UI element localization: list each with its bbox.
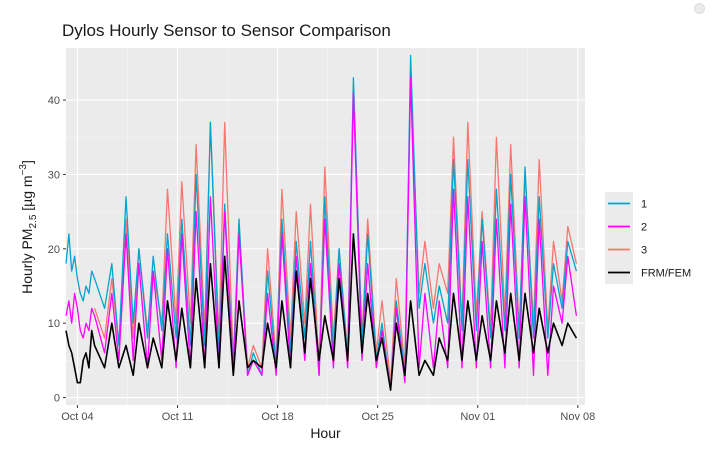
corner-circle-icon xyxy=(694,3,705,14)
legend-label: 3 xyxy=(641,245,647,257)
y-tick-label: 30 xyxy=(48,169,60,181)
y-axis-title-close: ] xyxy=(19,160,35,164)
series-layer xyxy=(65,54,578,391)
legend-label: 2 xyxy=(641,222,647,234)
y-tick-label: 40 xyxy=(48,95,60,107)
legend-key-background xyxy=(605,192,633,284)
x-tick-label: Oct 04 xyxy=(61,411,93,423)
x-tick-label: Oct 11 xyxy=(162,411,194,423)
y-tick-label: 10 xyxy=(48,318,60,330)
y-axis-title-unit: [µg m xyxy=(19,175,35,214)
series-line-2 xyxy=(65,54,578,391)
y-axis-title-subscript: 2.5 xyxy=(28,214,39,228)
series-line-4 xyxy=(65,233,578,391)
x-tick-label: Nov 08 xyxy=(560,411,595,423)
y-axis-title-superscript: −3 xyxy=(18,164,29,176)
x-tick-label: Oct 18 xyxy=(261,411,293,423)
legend-label: 1 xyxy=(641,199,647,211)
y-tick-label: 0 xyxy=(54,393,60,405)
y-axis-title-main: Hourly PM xyxy=(19,229,35,294)
x-axis: Oct 04 Oct 11 Oct 18 Oct 25 Nov 01 Nov 08 xyxy=(61,405,595,423)
x-axis-title: Hour xyxy=(310,425,341,441)
y-axis: 0 10 20 30 40 xyxy=(48,95,66,405)
x-tick-label: Oct 25 xyxy=(361,411,393,423)
x-tick-label: Nov 01 xyxy=(460,411,495,423)
y-tick-label: 20 xyxy=(48,244,60,256)
legend-label: FRM/FEM xyxy=(641,268,691,280)
legend: 1 2 3 FRM/FEM xyxy=(605,192,691,284)
y-axis-title: Hourly PM2.5 [µg m−3] xyxy=(18,160,39,294)
chart-title: Dylos Hourly Sensor to Sensor Comparison xyxy=(62,21,391,40)
